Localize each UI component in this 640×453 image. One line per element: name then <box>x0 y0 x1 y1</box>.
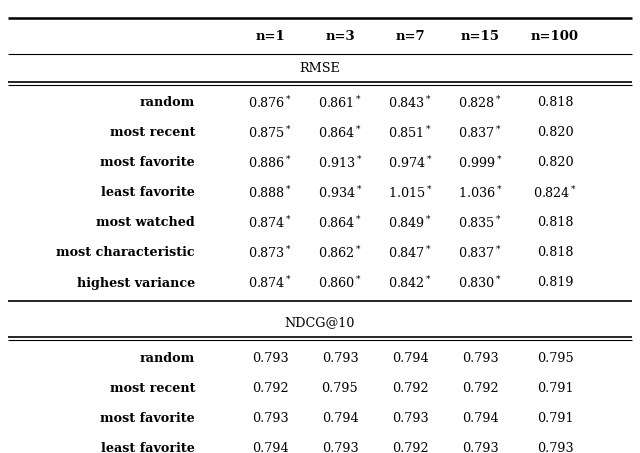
Text: most recent: most recent <box>109 126 195 140</box>
Text: 0.864$^*$: 0.864$^*$ <box>318 215 362 231</box>
Text: 0.874$^*$: 0.874$^*$ <box>248 215 292 231</box>
Text: 0.794: 0.794 <box>252 442 288 453</box>
Text: random: random <box>140 352 195 365</box>
Text: 0.824$^*$: 0.824$^*$ <box>533 185 577 201</box>
Text: 0.818: 0.818 <box>537 246 573 260</box>
Text: 0.793: 0.793 <box>252 352 288 365</box>
Text: 0.830$^*$: 0.830$^*$ <box>458 275 502 291</box>
Text: 0.794: 0.794 <box>392 352 428 365</box>
Text: 0.862$^*$: 0.862$^*$ <box>318 245 362 261</box>
Text: 0.828$^*$: 0.828$^*$ <box>458 95 502 111</box>
Text: 0.795: 0.795 <box>322 381 358 395</box>
Text: 0.793: 0.793 <box>392 411 428 424</box>
Text: n=15: n=15 <box>461 29 499 43</box>
Text: random: random <box>140 96 195 110</box>
Text: 0.793: 0.793 <box>461 442 499 453</box>
Text: 0.934$^*$: 0.934$^*$ <box>317 185 362 201</box>
Text: n=1: n=1 <box>255 29 285 43</box>
Text: 0.792: 0.792 <box>392 381 428 395</box>
Text: 0.849$^*$: 0.849$^*$ <box>388 215 432 231</box>
Text: 0.843$^*$: 0.843$^*$ <box>388 95 432 111</box>
Text: 0.820: 0.820 <box>537 126 573 140</box>
Text: most favorite: most favorite <box>100 411 195 424</box>
Text: 0.793: 0.793 <box>537 442 573 453</box>
Text: 0.792: 0.792 <box>461 381 499 395</box>
Text: 0.818: 0.818 <box>537 217 573 230</box>
Text: 1.036$^*$: 1.036$^*$ <box>458 185 502 201</box>
Text: 0.999$^*$: 0.999$^*$ <box>458 155 502 171</box>
Text: n=7: n=7 <box>395 29 425 43</box>
Text: 0.819: 0.819 <box>537 276 573 289</box>
Text: 0.875$^*$: 0.875$^*$ <box>248 125 292 141</box>
Text: 0.837$^*$: 0.837$^*$ <box>458 125 502 141</box>
Text: RMSE: RMSE <box>300 62 340 74</box>
Text: 0.873$^*$: 0.873$^*$ <box>248 245 292 261</box>
Text: 0.876$^*$: 0.876$^*$ <box>248 95 292 111</box>
Text: 0.794: 0.794 <box>461 411 499 424</box>
Text: 0.874$^*$: 0.874$^*$ <box>248 275 292 291</box>
Text: highest variance: highest variance <box>77 276 195 289</box>
Text: most recent: most recent <box>109 381 195 395</box>
Text: 0.861$^*$: 0.861$^*$ <box>318 95 362 111</box>
Text: n=100: n=100 <box>531 29 579 43</box>
Text: 0.792: 0.792 <box>392 442 428 453</box>
Text: most characteristic: most characteristic <box>56 246 195 260</box>
Text: 0.793: 0.793 <box>252 411 288 424</box>
Text: 0.847$^*$: 0.847$^*$ <box>388 245 432 261</box>
Text: 0.860$^*$: 0.860$^*$ <box>318 275 362 291</box>
Text: 0.795: 0.795 <box>536 352 573 365</box>
Text: 0.793: 0.793 <box>461 352 499 365</box>
Text: 1.015$^*$: 1.015$^*$ <box>388 185 433 201</box>
Text: 0.851$^*$: 0.851$^*$ <box>388 125 432 141</box>
Text: 0.793: 0.793 <box>322 442 358 453</box>
Text: 0.842$^*$: 0.842$^*$ <box>388 275 432 291</box>
Text: 0.791: 0.791 <box>537 411 573 424</box>
Text: 0.888$^*$: 0.888$^*$ <box>248 185 292 201</box>
Text: least favorite: least favorite <box>101 187 195 199</box>
Text: 0.974$^*$: 0.974$^*$ <box>388 155 433 171</box>
Text: 0.792: 0.792 <box>252 381 288 395</box>
Text: 0.793: 0.793 <box>322 352 358 365</box>
Text: 0.837$^*$: 0.837$^*$ <box>458 245 502 261</box>
Text: most watched: most watched <box>96 217 195 230</box>
Text: 0.864$^*$: 0.864$^*$ <box>318 125 362 141</box>
Text: most favorite: most favorite <box>100 156 195 169</box>
Text: 0.835$^*$: 0.835$^*$ <box>458 215 502 231</box>
Text: least favorite: least favorite <box>101 442 195 453</box>
Text: 0.886$^*$: 0.886$^*$ <box>248 155 292 171</box>
Text: 0.818: 0.818 <box>537 96 573 110</box>
Text: NDCG@10: NDCG@10 <box>285 317 355 329</box>
Text: 0.820: 0.820 <box>537 156 573 169</box>
Text: 0.791: 0.791 <box>537 381 573 395</box>
Text: 0.794: 0.794 <box>322 411 358 424</box>
Text: n=3: n=3 <box>325 29 355 43</box>
Text: 0.913$^*$: 0.913$^*$ <box>317 155 362 171</box>
